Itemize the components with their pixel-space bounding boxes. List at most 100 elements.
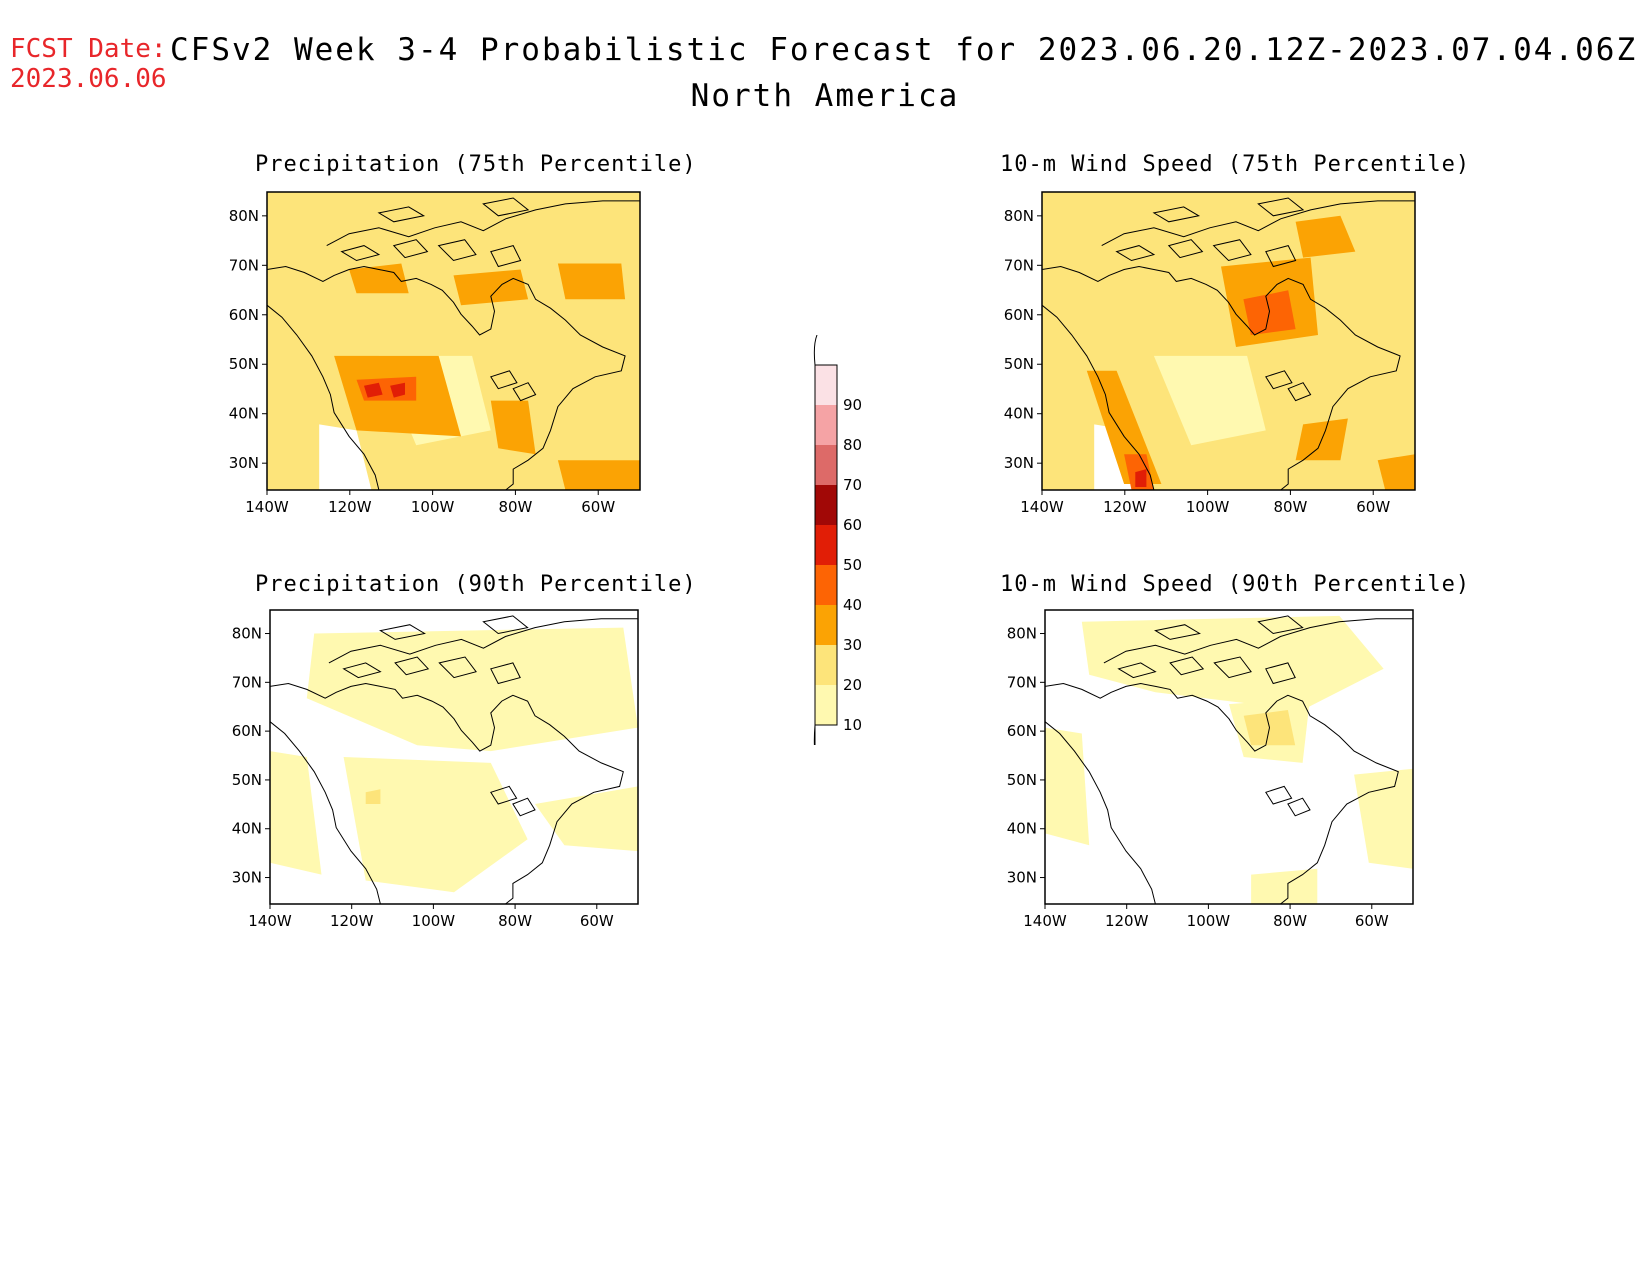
lon-tick-label: 120W <box>1105 912 1149 930</box>
colorbar-swatch <box>815 525 837 565</box>
panel-wind-90-map: 80N 70N 60N 50N 40N 30N 140W 120W 100W 80W 60W <box>1007 609 1414 930</box>
colorbar-outline <box>814 364 838 745</box>
lon-tick-label: 80W <box>1273 498 1307 515</box>
lon-tick-label: 120W <box>330 912 374 930</box>
lat-tick-label: 80N <box>1004 207 1034 225</box>
lon-tick-label: 140W <box>248 912 292 930</box>
probability-region <box>364 382 383 398</box>
coastline <box>1287 797 1311 817</box>
lon-tick-label: 100W <box>1187 912 1231 930</box>
coastline <box>267 304 380 490</box>
lon-tick-label: 80W <box>1273 912 1307 930</box>
coastline <box>1265 245 1297 268</box>
coastline <box>482 615 529 635</box>
lat-tick-label: 80N <box>229 207 259 225</box>
lon-tick-label: 140W <box>245 498 289 515</box>
lat-tick-label: 60N <box>229 306 259 324</box>
panel-precip-90-map: 80N 70N 60N 50N 40N 30N 140W 120W 100W 80W 60W <box>232 609 639 930</box>
probability-region <box>349 263 409 294</box>
coastline <box>1265 370 1293 390</box>
coastline <box>270 682 624 904</box>
lat-tick-label: 50N <box>1007 771 1037 789</box>
colorbar-label: 10 <box>843 716 862 734</box>
colorbar-label: 20 <box>843 676 862 694</box>
map-frame <box>269 609 639 905</box>
coastline <box>512 382 537 402</box>
coastline <box>377 206 426 223</box>
probability-region <box>390 382 405 398</box>
lat-tick-label: 70N <box>229 256 259 274</box>
colorbar-label: 30 <box>843 636 862 654</box>
lat-tick-label: 70N <box>232 673 262 691</box>
coastline <box>490 662 521 685</box>
coastline <box>1117 662 1157 679</box>
coastline <box>1045 682 1399 904</box>
colorbar: 10 20 30 40 50 60 70 80 90 <box>813 335 862 745</box>
lat-tick-label: 50N <box>1004 355 1034 373</box>
coastline <box>1287 382 1312 402</box>
coastline <box>392 239 429 259</box>
lon-tick-label: 120W <box>328 498 372 515</box>
map-fill <box>1045 610 1413 904</box>
panel-precip-75-title: Precipitation (75th Percentile) <box>255 152 697 177</box>
lat-tick-label: 50N <box>229 355 259 373</box>
map-fill <box>1042 192 1415 490</box>
lon-tick-label: 60W <box>1355 912 1389 930</box>
colorbar-swatch <box>815 485 837 525</box>
colorbar-swatch <box>815 565 837 605</box>
probability-region <box>343 757 528 893</box>
coastline <box>1101 200 1415 247</box>
colorbar-label: 50 <box>843 556 862 574</box>
coastline <box>438 656 477 679</box>
coastline <box>326 200 640 247</box>
colorbar-top-tip <box>813 335 818 366</box>
lat-tick-label: 60N <box>232 722 262 740</box>
probability-region <box>1135 469 1147 487</box>
colorbar-label: 80 <box>843 436 862 454</box>
coastline <box>1154 624 1201 640</box>
coastline <box>1045 721 1156 904</box>
lat-tick-label: 80N <box>1007 625 1037 643</box>
panel-precip-90-title: Precipitation (90th Percentile) <box>255 572 697 597</box>
coastline <box>1213 656 1252 679</box>
colorbar-label: 70 <box>843 476 862 494</box>
lon-tick-label: 140W <box>1020 498 1064 515</box>
probability-region <box>1354 768 1413 869</box>
lat-tick-label: 40N <box>1007 820 1037 838</box>
coastline <box>1103 618 1413 664</box>
lon-tick-label: 100W <box>411 498 455 515</box>
panel-wind-75-title: 10-m Wind Speed (75th Percentile) <box>1000 152 1471 177</box>
coastline <box>1257 197 1305 217</box>
probability-region <box>270 751 322 875</box>
probability-region <box>1042 192 1415 490</box>
probability-region <box>1153 355 1266 446</box>
fcst-date: 2023.06.06 <box>10 64 167 94</box>
fcst-date-label: FCST Date: 2023.06.06 <box>10 34 167 94</box>
probability-region <box>557 263 626 300</box>
colorbar-label: 60 <box>843 516 862 534</box>
fcst-label: FCST Date: <box>10 34 167 64</box>
coastline <box>482 197 530 217</box>
probability-region <box>306 627 638 752</box>
panel-wind-75-map: 80N 70N 60N 50N 40N 30N 140W 120W 100W 80W 60W <box>1004 191 1416 515</box>
probability-region <box>557 460 640 490</box>
coastline <box>1167 239 1204 259</box>
panel-precip-75-map: 80N 70N 60N 50N 40N 30N 140W 120W 100W 80W 60W <box>229 191 641 515</box>
lon-tick-label: 120W <box>1103 498 1147 515</box>
probability-region <box>365 789 381 804</box>
colorbar-swatch <box>815 645 837 685</box>
probability-region <box>319 424 372 490</box>
lat-tick-label: 70N <box>1004 256 1034 274</box>
coastline <box>1152 206 1201 223</box>
colorbar-label: 40 <box>843 596 862 614</box>
colorbar-swatch <box>815 445 837 485</box>
lat-tick-label: 30N <box>1004 454 1034 472</box>
coastline <box>394 656 430 676</box>
lat-tick-label: 40N <box>232 820 262 838</box>
map-frame <box>266 191 641 491</box>
panel-wind-90-title: 10-m Wind Speed (90th Percentile) <box>1000 572 1471 597</box>
lon-tick-label: 140W <box>1023 912 1067 930</box>
coastline <box>342 662 382 679</box>
coastline <box>267 265 626 490</box>
probability-region <box>490 400 536 455</box>
